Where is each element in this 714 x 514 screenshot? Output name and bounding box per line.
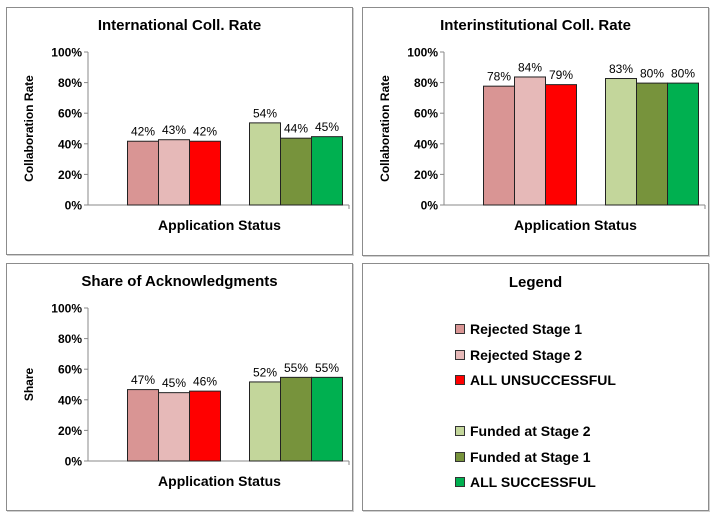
bar	[127, 140, 159, 206]
bar	[311, 136, 343, 206]
y-tick-label: 20%	[58, 424, 82, 438]
bar	[249, 381, 281, 462]
chart-international: 0% 20% 40% 60% 80% 100% Collaboration Rate Appl…	[22, 46, 350, 233]
y-tick-label: 0%	[421, 199, 439, 213]
data-label: 54%	[253, 106, 277, 120]
bar	[280, 376, 312, 462]
bar	[545, 84, 577, 206]
y-tick-label: 20%	[58, 168, 82, 182]
data-label: 79%	[549, 68, 573, 82]
bar	[636, 82, 668, 206]
data-label: 83%	[609, 62, 633, 76]
bar	[158, 392, 190, 462]
data-label: 43%	[162, 123, 186, 137]
y-axis-label: Collaboration Rate	[22, 75, 36, 182]
data-label: 45%	[162, 376, 186, 390]
bar	[127, 389, 159, 462]
bar	[249, 122, 281, 206]
bar	[483, 85, 515, 206]
legend-item: Funded at Stage 2	[455, 423, 591, 439]
data-label: 52%	[253, 365, 277, 379]
data-label: 47%	[131, 373, 155, 387]
y-tick-label: 80%	[58, 76, 82, 90]
bar	[514, 76, 546, 206]
bar	[189, 390, 221, 462]
legend-swatch	[455, 324, 465, 334]
legend-panel: Legend Rejected Stage 1 Rejected Stage 2…	[362, 263, 709, 511]
legend-item: ALL UNSUCCESSFUL	[455, 372, 616, 388]
data-label: 55%	[284, 361, 308, 375]
chart-title: Interinstitutional Coll. Rate	[440, 17, 631, 34]
y-tick-label: 20%	[414, 168, 438, 182]
y-tick-label: 40%	[58, 393, 82, 407]
data-label: 55%	[315, 361, 339, 375]
chart-panel-acknowledgments: Share of Acknowledgments 0% 20% 40% 60% 80% 1…	[6, 263, 353, 511]
x-axis-label: Application Status	[158, 473, 281, 489]
bar	[189, 140, 221, 206]
legend-swatch	[455, 375, 465, 385]
chart-panel-interinstitutional: Interinstitutional Coll. Rate 0% 20% 40% 60…	[362, 7, 709, 256]
y-tick-label: 60%	[58, 363, 82, 377]
legend-label: ALL UNSUCCESSFUL	[470, 372, 616, 388]
y-tick-label: 40%	[414, 137, 438, 151]
legend-label: Rejected Stage 1	[470, 321, 583, 337]
data-label: 45%	[315, 120, 339, 134]
y-tick-label: 100%	[407, 46, 438, 60]
legend-label: Funded at Stage 2	[470, 423, 591, 439]
data-label: 78%	[487, 70, 511, 84]
bar	[311, 376, 343, 462]
legend-label: Funded at Stage 1	[470, 449, 591, 465]
legend-swatch	[455, 426, 465, 436]
y-tick-label: 60%	[58, 107, 82, 121]
data-label: 80%	[671, 67, 695, 81]
data-label: 44%	[284, 122, 308, 136]
x-axis-label: Application Status	[158, 217, 281, 233]
y-axis-label: Collaboration Rate	[378, 75, 392, 182]
bar	[280, 137, 312, 206]
bar	[667, 82, 699, 206]
data-label: 80%	[640, 67, 664, 81]
legend-title: Legend	[508, 274, 563, 291]
legend-item: Rejected Stage 2	[455, 347, 582, 363]
legend-label: ALL SUCCESSFUL	[470, 474, 596, 490]
y-tick-label: 60%	[414, 107, 438, 121]
data-label: 42%	[193, 125, 217, 139]
y-tick-label: 100%	[51, 302, 82, 316]
legend-item: ALL SUCCESSFUL	[455, 474, 596, 490]
y-tick-label: 40%	[58, 137, 82, 151]
bar	[605, 78, 637, 206]
legend-swatch	[455, 452, 465, 462]
legend-item: Rejected Stage 1	[455, 321, 582, 337]
legend-label: Rejected Stage 2	[470, 347, 583, 363]
y-axis-label: Share	[22, 368, 36, 402]
data-label: 46%	[193, 375, 217, 389]
chart-acknowledgments: 0% 20% 40% 60% 80% 100% Share Application Statu…	[22, 302, 350, 489]
legend-swatch	[455, 350, 465, 360]
y-tick-label: 0%	[65, 199, 83, 213]
data-label: 42%	[131, 125, 155, 139]
y-tick-label: 80%	[414, 76, 438, 90]
y-tick-label: 80%	[58, 332, 82, 346]
chart-interinstitutional: 0% 20% 40% 60% 80% 100% Collaboration Rate Appl…	[378, 46, 706, 233]
y-tick-label: 100%	[51, 46, 82, 60]
chart-title: International Coll. Rate	[97, 17, 262, 34]
chart-panel-international: International Coll. Rate 0% 20% 40% 60% 80% 1…	[6, 7, 353, 255]
data-label: 84%	[518, 60, 542, 74]
bar	[158, 139, 190, 206]
chart-title: Share of Acknowledgments	[81, 273, 278, 290]
x-axis-label: Application Status	[514, 217, 637, 233]
y-tick-label: 0%	[65, 455, 83, 469]
legend-swatch	[455, 477, 465, 487]
legend-item: Funded at Stage 1	[455, 449, 591, 465]
